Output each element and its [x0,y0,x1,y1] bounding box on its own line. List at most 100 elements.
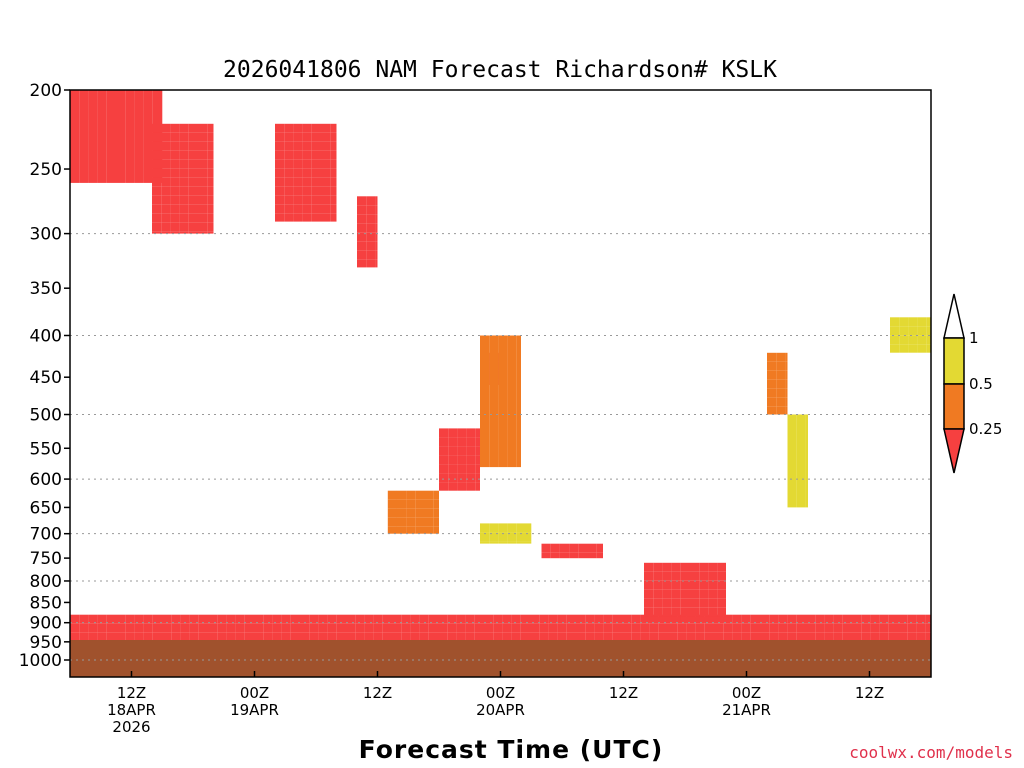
heatmap-cell [852,614,862,624]
heatmap-cell [511,623,521,633]
heatmap-cell [382,623,392,633]
heatmap-cell [899,335,909,345]
heatmap-cell [311,150,321,160]
heatmap-cell [162,623,172,633]
heatmap-cell [787,414,797,424]
heatmap-cell [612,632,622,642]
heatmap-cell [207,168,214,178]
legend-swatch [943,428,965,474]
heatmap-cell [805,504,808,508]
heatmap-cell [309,614,319,624]
heatmap-cell [502,623,512,633]
heatmap-cell [275,213,285,222]
heatmap-cell [466,437,476,447]
heatmap-cell [498,362,508,372]
heatmap-cell [125,171,135,180]
heatmap-cell [79,171,89,180]
heatmap-cell [188,150,198,160]
heatmap-cell [161,132,171,142]
heatmap-cell [899,317,909,327]
heatmap-cell [226,632,236,642]
heatmap-cell [466,473,476,483]
legend-label: 0.25 [969,420,1002,438]
heatmap-cell [300,614,310,624]
heatmap-cell [842,632,852,642]
heatmap-cell [387,499,397,509]
credit-text[interactable]: coolwx.com/models [849,743,1013,762]
heatmap-cell [170,231,180,234]
heatmap-cell [787,623,797,633]
heatmap-cell [493,632,503,642]
heatmap-cell [70,135,80,144]
heatmap-cells [70,90,931,646]
heatmap-cell [318,614,328,624]
heatmap-cell [125,135,135,144]
heatmap-cell [327,614,337,624]
heatmap-cell [355,623,365,633]
heatmap-cell [170,150,180,160]
heatmap-cell [576,614,586,624]
heatmap-cell [355,614,365,624]
heatmap-cell [188,168,198,178]
heatmap-cell [493,614,503,624]
heatmap-cell [890,317,900,327]
heatmap-cell [870,623,880,633]
heatmap-cell [507,362,517,372]
heatmap-cell [649,632,659,642]
heatmap-cell [498,425,508,435]
heatmap-cell [318,632,328,642]
heatmap-cell [796,468,806,478]
heatmap-cell [662,562,672,572]
heatmap-cell [480,443,490,453]
heatmap-cell [787,468,797,478]
heatmap-cell [671,616,681,623]
heatmap-cell [433,490,439,500]
heatmap-cell [484,632,494,642]
heatmap-cell [88,180,98,183]
chart-title: 2026041806 NAM Forecast Richardson# KSLK [223,57,777,83]
heatmap-cell [448,482,458,491]
heatmap-cell [480,380,490,390]
heatmap-cell [143,99,153,108]
heatmap-cell [311,195,321,205]
heatmap-cell [526,532,532,542]
heatmap-cell [207,204,214,214]
heatmap-cell [475,473,480,483]
heatmap-cell [507,425,517,435]
heatmap-cell [717,598,726,608]
heatmap-cell [396,499,407,509]
heatmap-cell [805,414,808,424]
heatmap-cell [890,326,900,336]
heatmap-cell [723,623,733,633]
heatmap-cell [680,589,690,599]
heatmap-cell [438,632,448,642]
heatmap-cell [293,168,303,178]
heatmap-cell [507,452,517,462]
y-tick-label: 650 [30,498,62,518]
heatmap-cell [410,632,420,642]
heatmap-cell [480,532,490,542]
heatmap-cell [917,344,927,353]
heatmap-cell [805,423,808,433]
heatmap-cell [198,222,208,232]
heatmap-cell [498,371,508,381]
heatmap-cell [456,614,466,624]
heatmap-cell [498,398,508,408]
heatmap-cell [695,623,705,633]
heatmap-cell [281,623,291,633]
heatmap-cell [152,623,162,633]
legend-swatch [943,337,965,385]
heatmap-cell [489,344,499,354]
heatmap-cell [161,195,171,205]
heatmap-cell [330,186,337,196]
heatmap-cell [207,150,214,160]
heatmap-cell [498,416,508,426]
heatmap-cell [690,598,700,608]
heatmap-cell [179,123,189,133]
heatmap-cell [796,441,806,451]
heatmap-cell [516,335,521,345]
heatmap-cell [134,171,144,180]
heatmap-cell [424,526,434,534]
heatmap-cell [284,177,294,187]
heatmap-cell [433,508,439,518]
